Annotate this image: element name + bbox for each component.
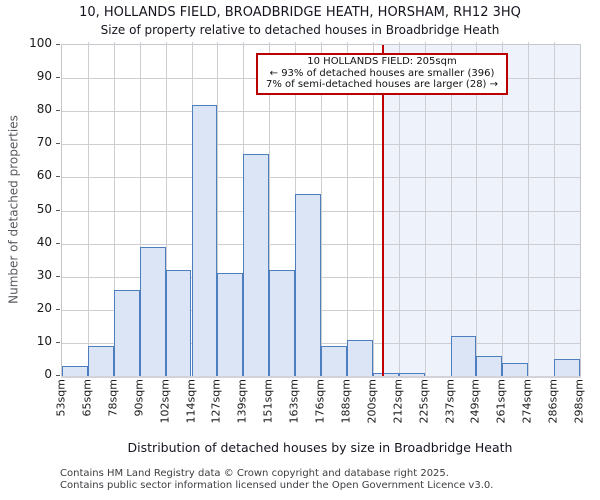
x-gridline (165, 42, 167, 376)
bar-163sqm (295, 193, 321, 376)
x-tick-label: 65sqm (80, 379, 94, 417)
y-tick-mark (56, 341, 60, 343)
x-tick-label: 286sqm (546, 379, 560, 424)
bar-200sqm (372, 372, 399, 376)
bar-212sqm (398, 372, 425, 376)
y-tick-label-40: 40 (36, 234, 52, 249)
y-axis-title: Number of detached properties (6, 115, 21, 304)
bar-78sqm (113, 289, 140, 376)
bar-176sqm (321, 346, 347, 376)
property-size-marker-line (382, 45, 385, 376)
y-tick-label-100: 100 (29, 36, 52, 50)
bar-139sqm (243, 154, 270, 376)
bar-151sqm (269, 270, 296, 376)
x-tick-label: 102sqm (158, 379, 172, 424)
annotation-box: 10 HOLLANDS FIELD: 205sqm ← 93% of detac… (256, 53, 508, 95)
y-tick-mark (56, 375, 60, 376)
footer-attribution-open-government-licence: Contains public sector information licen… (60, 480, 494, 491)
bar-249sqm (476, 356, 503, 376)
y-tick-label-70: 70 (36, 135, 52, 150)
bar-127sqm (217, 273, 244, 376)
x-gridline (269, 42, 271, 376)
x-tick-label: 225sqm (417, 379, 431, 424)
x-tick-label: 53sqm (54, 379, 68, 417)
x-gridline (113, 42, 115, 376)
annotation-smaller-stat: ← 93% of detached houses are smaller (39… (269, 67, 495, 79)
bar-65sqm (87, 346, 114, 376)
bar-261sqm (502, 362, 529, 376)
x-gridline (321, 42, 322, 376)
bar-286sqm (554, 359, 580, 376)
y-tick-label-50: 50 (36, 201, 52, 216)
y-tick-label-60: 60 (36, 168, 52, 183)
x-tick-label: 163sqm (287, 379, 301, 424)
annotation-larger-stat: 7% of semi-detached houses are larger (2… (265, 79, 499, 90)
annotation-property-size: 10 HOLLANDS FIELD: 205sqm (307, 56, 457, 67)
x-gridline (346, 42, 348, 376)
y-tick-mark (56, 308, 60, 310)
footer-attribution-hm-land-registry: Contains HM Land Registry data © Crown c… (60, 468, 449, 479)
x-axis-spine (61, 376, 581, 378)
plot-area: 10 HOLLANDS FIELD: 205sqm ← 93% of detac… (61, 42, 581, 378)
bar-90sqm (139, 246, 166, 376)
y-tick-mark (56, 44, 60, 45)
x-tick-label: 114sqm (184, 379, 197, 424)
y-tick-label-90: 90 (36, 69, 52, 84)
x-gridline (87, 42, 89, 376)
bar-114sqm (191, 104, 218, 376)
y-tick-label-10: 10 (36, 333, 52, 348)
x-tick-label: 139sqm (235, 379, 249, 424)
x-tick-label: 237sqm (443, 379, 456, 424)
y-tick-label-0: 0 (44, 367, 52, 381)
y-tick-mark (56, 275, 60, 277)
x-gridline (476, 42, 478, 376)
x-tick-label: 274sqm (520, 379, 534, 424)
bar-102sqm (165, 270, 192, 376)
bar-188sqm (346, 339, 373, 376)
x-tick-label: 188sqm (339, 379, 353, 424)
y-tick-mark (56, 209, 60, 211)
bar-237sqm (450, 336, 477, 376)
chart-subtitle: Size of property relative to detached ho… (100, 23, 500, 37)
x-tick-label: 90sqm (132, 379, 146, 417)
x-gridline (139, 42, 141, 376)
y-tick-mark (56, 143, 60, 145)
y-tick-mark (56, 242, 60, 244)
bar-53sqm (62, 366, 88, 376)
x-gridline (528, 42, 530, 376)
chart-title: 10, HOLLANDS FIELD, BROADBRIDGE HEATH, H… (79, 5, 521, 20)
x-gridline (502, 42, 504, 376)
x-gridline (217, 42, 219, 376)
x-tick-label: 127sqm (209, 379, 223, 424)
x-tick-label: 176sqm (313, 379, 327, 424)
y-tick-mark (56, 77, 60, 79)
x-tick-label: 298sqm (572, 379, 586, 424)
x-axis-title: Distribution of detached houses by size … (127, 440, 513, 455)
x-tick-label: 78sqm (106, 379, 120, 417)
y-tick-mark (56, 110, 60, 112)
y-tick-label-20: 20 (36, 300, 52, 315)
x-gridline (372, 42, 374, 376)
y-tick-mark (56, 176, 60, 178)
x-tick-label: 261sqm (494, 379, 508, 424)
x-tick-label: 151sqm (261, 379, 275, 424)
x-gridline (554, 42, 556, 376)
x-tick-label: 249sqm (468, 379, 482, 424)
x-tick-label: 200sqm (365, 379, 379, 424)
y-tick-label-80: 80 (36, 102, 52, 117)
y-tick-label-30: 30 (36, 267, 52, 282)
x-gridline (450, 42, 452, 376)
x-tick-label: 212sqm (391, 379, 405, 424)
x-gridline (398, 42, 400, 376)
x-gridline (424, 42, 426, 376)
